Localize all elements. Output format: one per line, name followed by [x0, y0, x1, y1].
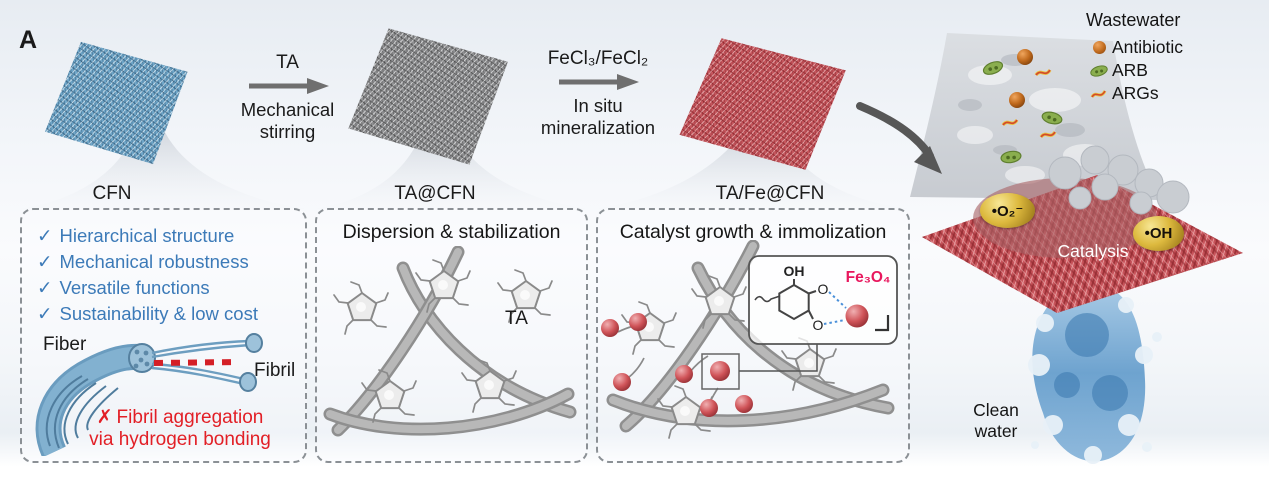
hydroxyl-radical-badge: •OH	[1133, 216, 1184, 251]
arb-icon	[1086, 64, 1112, 77]
pollutant-particles	[982, 49, 1063, 164]
args-icon	[1086, 87, 1112, 101]
catalysis-label: Catalysis	[1057, 241, 1129, 261]
coordination-bond-dotted	[823, 319, 846, 325]
legend-item-arb: ARB	[1086, 59, 1183, 82]
clean-water-label: Clean water	[973, 400, 1019, 441]
fibril-label: Fibril	[254, 360, 296, 381]
check-icon: ✓	[37, 251, 53, 272]
legend-item-antibiotic: Antibiotic	[1086, 36, 1183, 59]
feature-item: ✓ Mechanical robustness	[37, 251, 249, 272]
superoxide-radical-badge: •O₂⁻	[980, 193, 1035, 228]
antibiotic-icon	[1086, 41, 1112, 54]
reagent-1-label: TA	[276, 52, 299, 73]
arrow-right-icon	[248, 78, 329, 94]
o-atom-label: O	[818, 281, 829, 297]
args-gene	[1001, 118, 1019, 127]
ta-molecule	[621, 301, 677, 355]
ta-annotation: TA	[505, 308, 528, 329]
catalyst-growth-illustration: OH O O Fe₃O₄	[601, 240, 898, 439]
antibiotic-particle	[1009, 92, 1025, 108]
catechol-fe-inset: OH O O Fe₃O₄	[748, 255, 898, 345]
fiber-fibril-illustration	[35, 333, 263, 456]
polymer-attachment-squiggle	[754, 295, 781, 303]
condition-2-label: In situ mineralization	[540, 95, 656, 138]
wastewater-legend: Wastewater Antibiotic ARB	[1086, 10, 1183, 105]
fibril-aggregation-warning: ✗ Fibril aggregation via hydrogen bonding	[89, 407, 271, 450]
ta-coated-fibers-illustration	[323, 246, 577, 437]
legend-item-args: ARGs	[1086, 82, 1183, 105]
args-gene	[1034, 68, 1052, 77]
reaction-step-1: TA Mechanical stirring	[230, 52, 345, 143]
legend-title: Wastewater	[1086, 10, 1181, 30]
zoom-connector-line	[739, 344, 818, 372]
fibril-strands	[151, 339, 251, 386]
cross-icon: ✗	[96, 407, 113, 428]
foam-on-membrane	[1048, 145, 1190, 215]
panel-letter: A	[19, 26, 38, 54]
fiber-label: Fiber	[43, 334, 87, 355]
ta-fe-cfn-mat-image	[676, 34, 851, 174]
arb-bacterium	[982, 61, 1004, 75]
box3-title: Catalyst growth & immolization	[619, 221, 887, 243]
product-label-ta-fe-cfn: TA/Fe@CFN	[715, 183, 825, 204]
crystal-axis-mark	[875, 315, 890, 332]
product-label-cfn: CFN	[92, 183, 132, 204]
check-icon: ✓	[37, 225, 53, 246]
product-label-ta-cfn: TA@CFN	[394, 183, 476, 204]
curved-arrow-icon	[856, 102, 942, 174]
reagent-2-label: FeCl₃/FeCl₂	[547, 48, 649, 69]
hydrogen-bond-dashes	[153, 359, 239, 366]
fibril-dots	[133, 349, 150, 369]
fe3o4-formula-label: Fe₃O₄	[846, 269, 891, 286]
ta-cfn-mat-image	[345, 24, 513, 169]
oh-group-label: OH	[784, 263, 805, 279]
fiber-bundle	[35, 343, 142, 456]
antibiotic-particle	[1017, 49, 1033, 65]
check-icon: ✓	[37, 303, 53, 324]
fe3o4-particle	[845, 304, 869, 328]
feature-item: ✓ Hierarchical structure	[37, 225, 235, 246]
feature-item: ✓ Versatile functions	[37, 277, 210, 298]
coordination-bond-dotted	[828, 291, 847, 309]
cfn-mat-image	[42, 38, 192, 168]
cellulose-fibers	[606, 240, 895, 433]
clean-water-splash	[1028, 284, 1162, 464]
reaction-step-2: FeCl₃/FeCl₂ In situ mineralization	[532, 48, 664, 139]
args-gene	[1039, 130, 1057, 139]
arb-bacterium	[1000, 150, 1022, 164]
o-atom-label: O	[813, 317, 824, 333]
arrow-right-icon	[559, 74, 639, 90]
cfn-feature-list: ✓ Hierarchical structure ✓ Mechanical robu…	[37, 223, 305, 327]
box2-title: Dispersion & stabilization	[342, 221, 561, 243]
check-icon: ✓	[37, 277, 53, 298]
ta-molecule	[333, 281, 389, 335]
arb-bacterium	[1041, 111, 1063, 125]
fe3o4-nanoparticles	[601, 313, 753, 417]
feature-item: ✓ Sustainability & low cost	[37, 303, 258, 324]
condition-1-label: Mechanical stirring	[240, 99, 335, 142]
